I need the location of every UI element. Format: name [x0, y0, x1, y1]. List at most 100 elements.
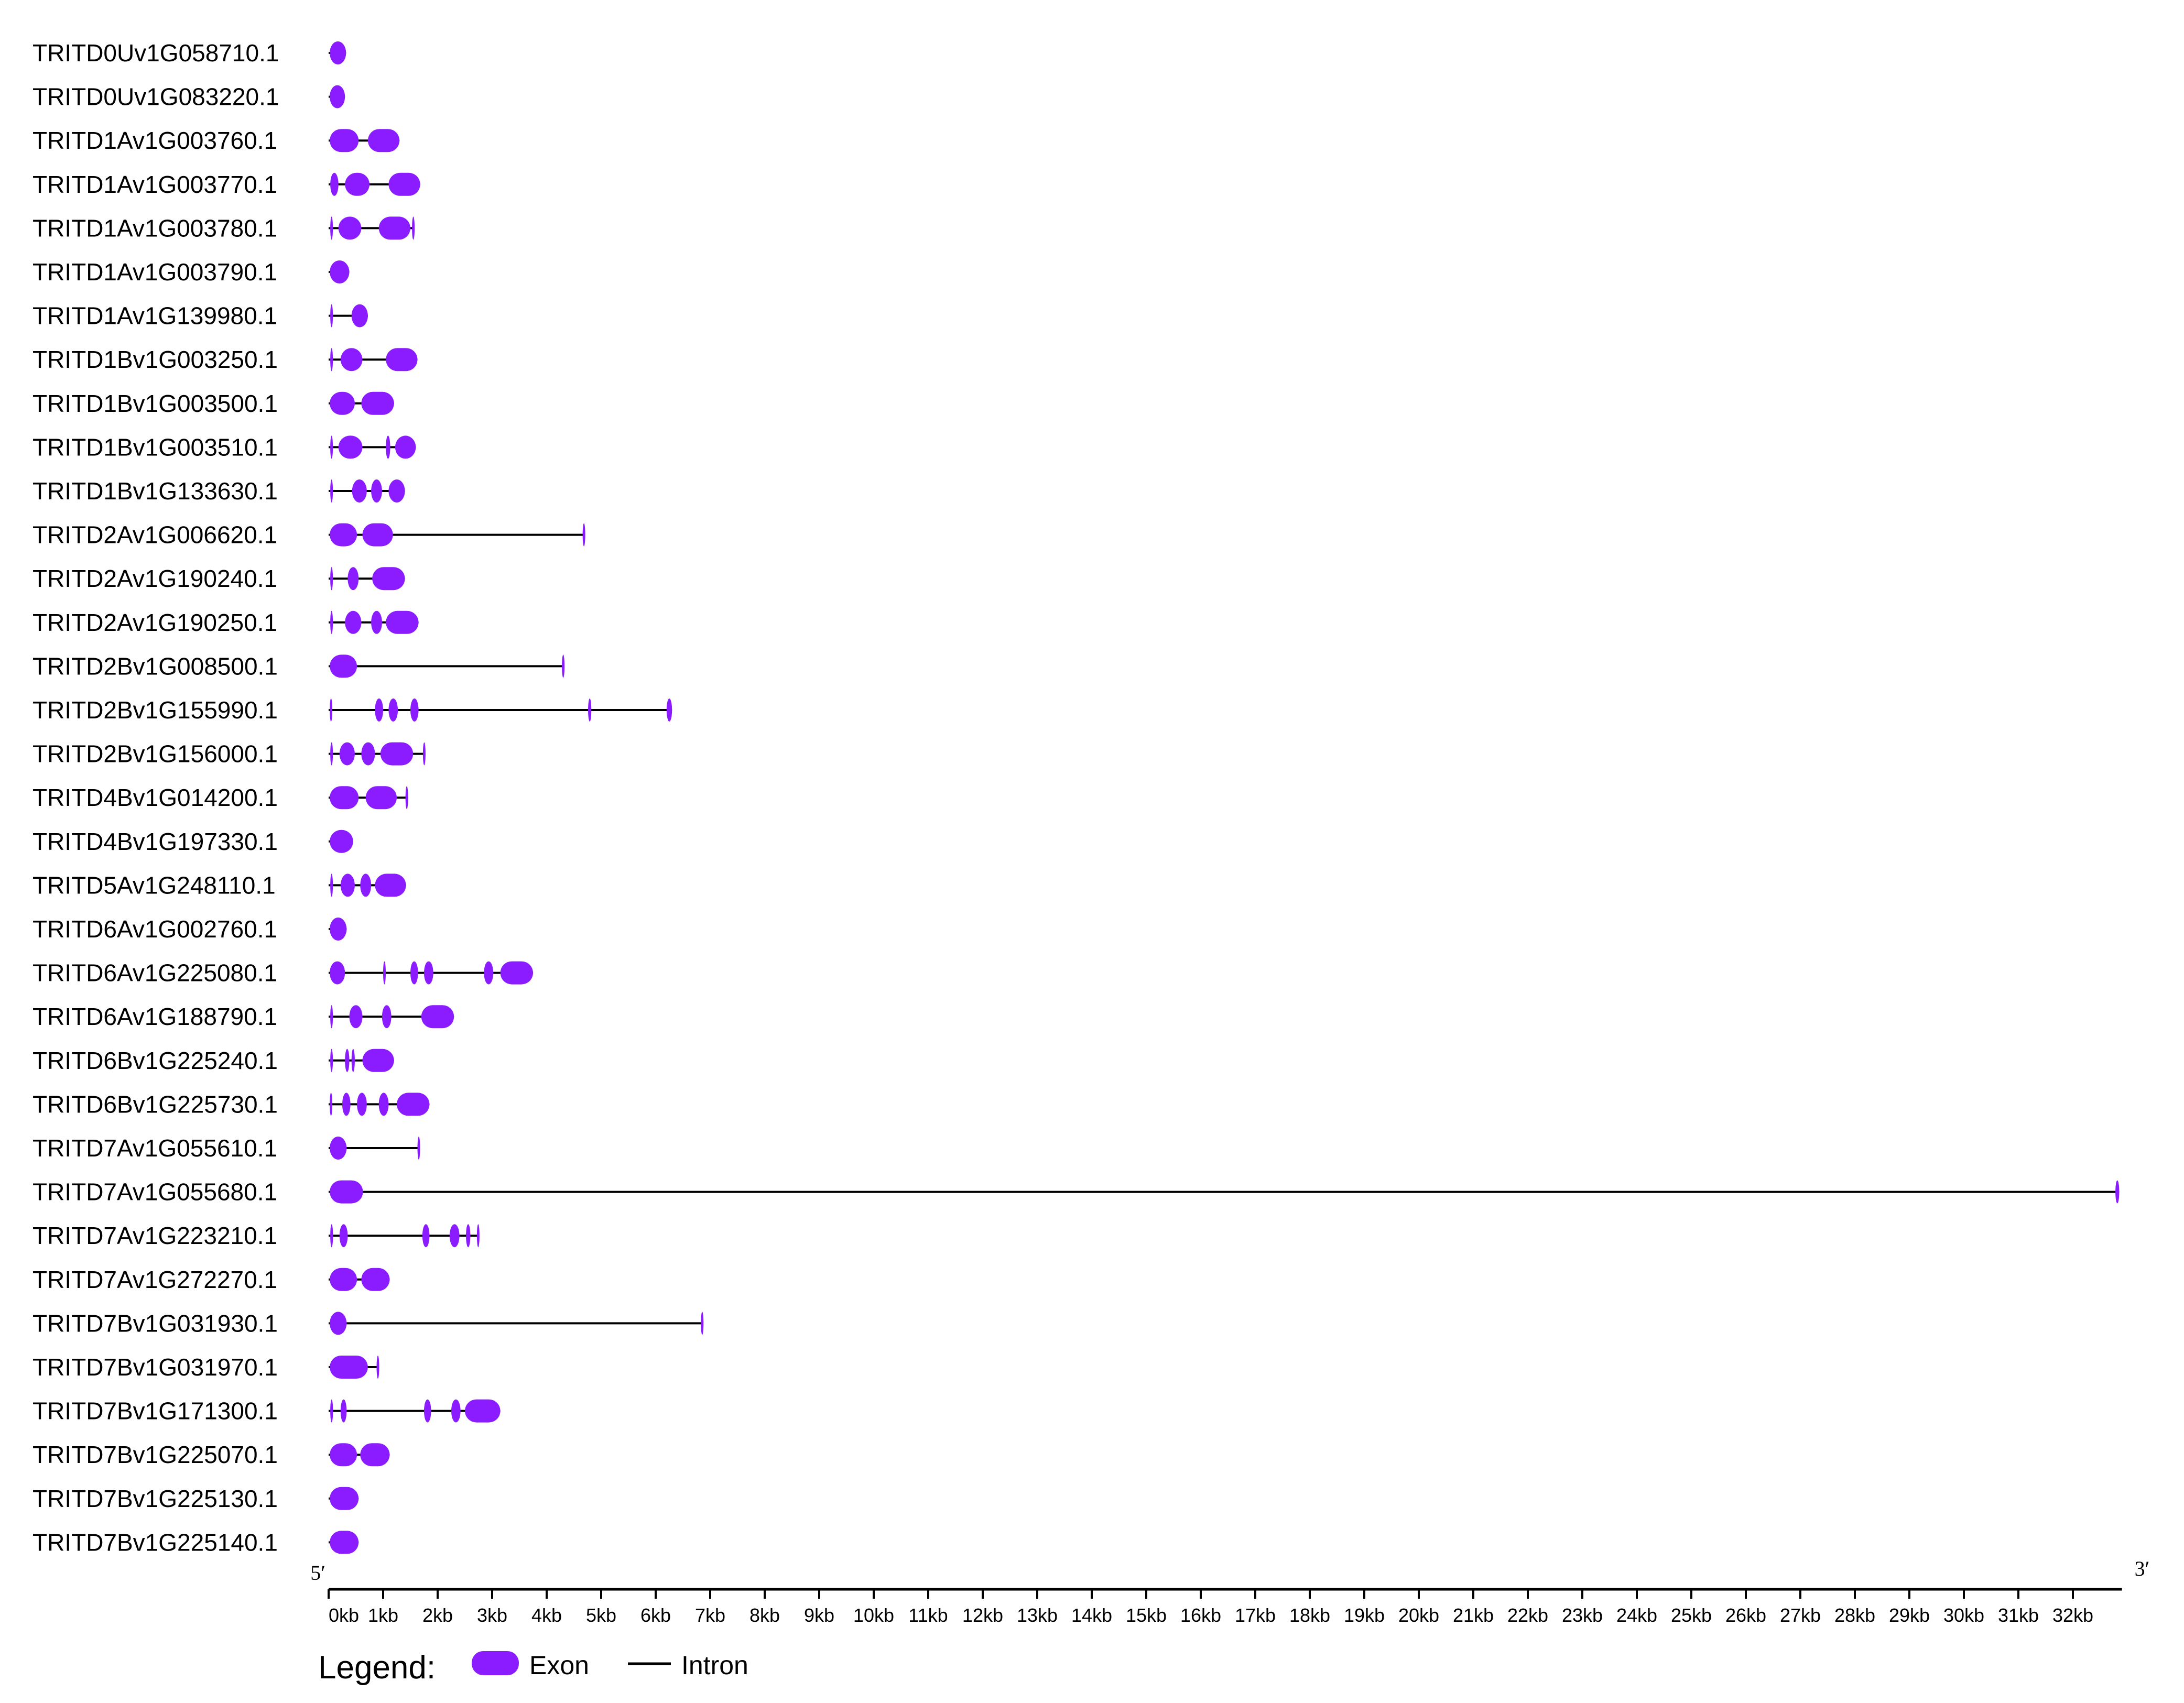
exon-block [330, 391, 355, 415]
exon-block [386, 610, 419, 634]
gene-rows: TRITD0Uv1G058710.1 TRITD0Uv1G083220.1 TRIT… [32, 39, 2120, 1556]
axis-tick-label: 10kb [853, 1604, 894, 1626]
exon-block [330, 41, 346, 64]
exon-block [330, 1356, 368, 1379]
legend: Legend: Exon Intron [318, 1650, 748, 1686]
gene-row: TRITD1Bv1G003250.1 [32, 346, 418, 373]
gene-label: TRITD1Av1G003780.1 [32, 214, 277, 242]
exon-block [330, 567, 333, 591]
gene-row: TRITD7Av1G223210.1 [32, 1222, 480, 1249]
exon-block [451, 1399, 461, 1423]
gene-label: TRITD7Av1G055680.1 [32, 1178, 277, 1206]
axis-tick-label: 28kb [1834, 1604, 1875, 1626]
exon-block [386, 348, 418, 372]
exon-block [330, 1268, 357, 1291]
exon-block [372, 567, 405, 591]
gene-label: TRITD7Av1G223210.1 [32, 1222, 277, 1249]
axis-tick-label: 8kb [749, 1604, 780, 1626]
gene-label: TRITD7Av1G272270.1 [32, 1266, 277, 1293]
gene-row: TRITD7Av1G055610.1 [32, 1134, 420, 1162]
exon-block [376, 1356, 379, 1379]
axis-tick-label: 14kb [1071, 1604, 1112, 1626]
exon-block [330, 1180, 363, 1204]
exon-block [466, 1224, 471, 1248]
axis-tick-label: 16kb [1180, 1604, 1221, 1626]
legend-exon-label: Exon [529, 1651, 589, 1680]
exon-block [412, 216, 415, 240]
exon-block [338, 216, 362, 240]
gene-label: TRITD4Bv1G014200.1 [32, 784, 278, 811]
gene-row: TRITD6Av1G002760.1 [32, 915, 347, 943]
gene-row: TRITD1Av1G139980.1 [32, 302, 368, 330]
exon-block [330, 786, 359, 810]
exon-block [330, 829, 353, 853]
gene-row: TRITD7Av1G272270.1 [32, 1266, 390, 1293]
gene-label: TRITD7Bv1G031970.1 [32, 1353, 278, 1381]
axis-tick-label: 3kb [477, 1604, 507, 1626]
gene-row: TRITD7Av1G055680.1 [32, 1178, 2120, 1206]
exon-block [330, 1137, 347, 1160]
exon-block [330, 435, 333, 459]
gene-label: TRITD6Bv1G225730.1 [32, 1090, 278, 1118]
exon-block [330, 348, 333, 372]
gene-row: TRITD7Bv1G031970.1 [32, 1353, 379, 1381]
kb-axis: 0kb 1kb 2kb 3kb 4kb 5kb 6kb 7kb 8kb 9kb 10kb 11kb 12… [310, 1557, 2149, 1626]
gene-row: TRITD2Av1G006620.1 [32, 521, 585, 549]
exon-block [330, 216, 333, 240]
exon-block [330, 1531, 359, 1554]
exon-block [330, 1005, 333, 1029]
exon-block [330, 479, 333, 503]
gene-label: TRITD1Bv1G003510.1 [32, 433, 278, 461]
gene-label: TRITD1Av1G003760.1 [32, 127, 277, 154]
exon-block [361, 742, 375, 766]
exon-block [338, 435, 363, 459]
gene-row: TRITD2Bv1G008500.1 [32, 652, 565, 680]
axis-tick-label: 19kb [1344, 1604, 1385, 1626]
axis-tick-label: 13kb [1017, 1604, 1058, 1626]
exon-block [367, 129, 400, 152]
exon-block [476, 1224, 480, 1248]
gene-label: TRITD2Av1G190240.1 [32, 565, 277, 592]
exon-block [417, 1137, 420, 1160]
exon-block [342, 1093, 351, 1116]
exon-block [380, 742, 414, 766]
exon-block [330, 961, 345, 985]
axis-tick-label: 18kb [1289, 1604, 1330, 1626]
exon-block [484, 961, 494, 985]
axis-tick-label: 30kb [1943, 1604, 1984, 1626]
exon-block [330, 1487, 359, 1510]
gene-label: TRITD1Bv1G003250.1 [32, 346, 278, 373]
gene-label: TRITD5Av1G248110.1 [32, 871, 276, 899]
axis-tick-label: 4kb [531, 1604, 562, 1626]
axis-tick-label: 22kb [1507, 1604, 1548, 1626]
exon-block [330, 260, 350, 283]
axis-tick-label: 21kb [1453, 1604, 1494, 1626]
gene-row: TRITD1Bv1G133630.1 [32, 477, 405, 505]
gene-label: TRITD2Av1G006620.1 [32, 521, 277, 549]
exon-block [330, 172, 339, 196]
exon-block [339, 1224, 348, 1248]
gene-label: TRITD2Av1G190250.1 [32, 609, 277, 636]
exon-block [362, 523, 393, 547]
exon-block [347, 567, 359, 591]
gene-label: TRITD1Av1G003770.1 [32, 171, 277, 198]
exon-block [330, 304, 333, 328]
exon-block [388, 479, 405, 503]
axis-tick-label: 32kb [2052, 1604, 2093, 1626]
exon-block [361, 391, 394, 415]
axis-tick-label: 15kb [1126, 1604, 1167, 1626]
axis-tick-label: 9kb [804, 1604, 834, 1626]
gene-row: TRITD2Bv1G155990.1 [32, 696, 672, 724]
exon-block [330, 85, 345, 108]
exon-block [330, 1093, 333, 1116]
legend-exon-swatch [472, 1651, 519, 1675]
axis-tick-label: 25kb [1671, 1604, 1712, 1626]
gene-row: TRITD7Bv1G225130.1 [32, 1485, 359, 1512]
axis-tick-label: 20kb [1398, 1604, 1439, 1626]
gene-row: TRITD6Bv1G225730.1 [32, 1090, 430, 1118]
gene-label: TRITD2Bv1G008500.1 [32, 652, 278, 680]
gene-row: TRITD2Bv1G156000.1 [32, 740, 426, 768]
exon-block [582, 523, 585, 547]
gene-label: TRITD1Av1G003790.1 [32, 258, 277, 286]
exon-block [339, 742, 355, 766]
